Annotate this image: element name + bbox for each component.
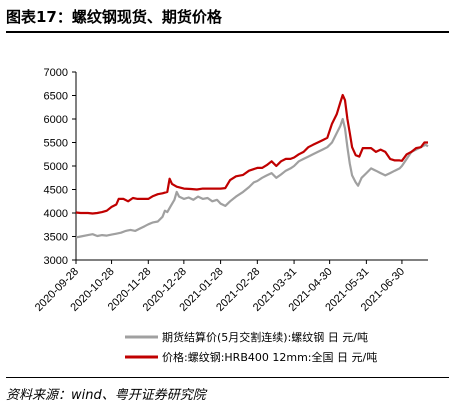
y-tick-label: 5500 (44, 138, 68, 150)
y-tick-label: 4000 (44, 208, 68, 220)
source-rule (6, 377, 449, 378)
legend-label-1: 期货结算价(5月交割连续):螺纹钢 日 元/吨 (162, 330, 368, 344)
y-tick-label: 6000 (44, 114, 68, 126)
plot-lines (75, 93, 429, 239)
series-line-1 (75, 117, 429, 239)
legend-label-2: 价格:螺纹钢:HRB400 12mm:全国 日 元/吨 (162, 350, 377, 364)
y-tick-label: 5000 (44, 161, 68, 173)
source-note: 资料来源：wind、粤开证券研究院 (6, 388, 206, 403)
y-tick-label: 7000 (44, 67, 68, 79)
y-axis: 3000 3500 4000 4500 5000 5500 6000 6500 7000 (44, 67, 77, 267)
legend: 期货结算价(5月交割连续):螺纹钢 日 元/吨价格:螺纹钢:HRB400 12m… (125, 330, 377, 364)
title-rule (6, 31, 449, 33)
y-tick-label: 6500 (44, 91, 68, 103)
y-tick-label: 3000 (44, 255, 68, 267)
series-line-2 (75, 93, 428, 215)
y-tick-label: 3500 (44, 232, 68, 244)
y-tick-label: 4500 (44, 185, 68, 197)
x-axis: 2020-09-282020-10-282020-11-282020-12-28… (33, 259, 428, 314)
figure-title: 图表17：螺纹钢现货、期货价格 (6, 8, 222, 26)
